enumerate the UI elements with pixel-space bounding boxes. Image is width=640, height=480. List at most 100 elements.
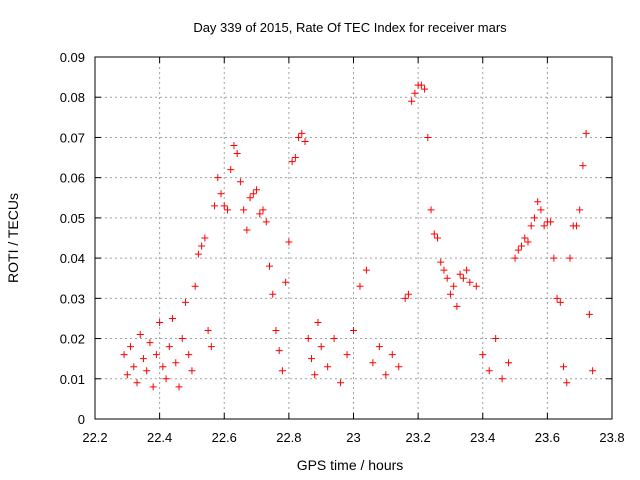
data-point [453, 302, 461, 310]
data-point [204, 327, 212, 335]
grid [95, 57, 612, 419]
data-point [149, 383, 157, 391]
data-point [518, 242, 526, 250]
data-point [550, 254, 558, 262]
data-point [547, 218, 555, 226]
data-point [165, 343, 173, 351]
data-point [181, 298, 189, 306]
x-tick-label: 23.4 [470, 430, 495, 445]
chart-title: Day 339 of 2015, Rate Of TEC Index for r… [193, 20, 507, 35]
data-point [437, 258, 445, 266]
data-point [246, 194, 254, 202]
data-point [298, 129, 306, 137]
data-point [324, 363, 332, 371]
data-point [560, 363, 568, 371]
data-points [120, 81, 597, 391]
data-point [256, 210, 264, 218]
data-point [188, 367, 196, 375]
data-point [401, 294, 409, 302]
data-point [369, 359, 377, 367]
data-point [450, 282, 458, 290]
data-point [446, 290, 454, 298]
data-point [220, 202, 228, 210]
data-point [172, 359, 180, 367]
x-tick-label: 23.6 [535, 430, 560, 445]
data-point [585, 310, 593, 318]
data-point [375, 343, 383, 351]
x-tick-label: 23.2 [405, 430, 430, 445]
x-axis-label: GPS time / hours [297, 457, 404, 473]
data-point [259, 206, 267, 214]
y-tick-label: 0 [78, 412, 85, 427]
data-point [362, 266, 370, 274]
data-point [556, 298, 564, 306]
data-point [311, 371, 319, 379]
data-point [123, 371, 131, 379]
data-point [282, 278, 290, 286]
data-point [382, 371, 390, 379]
data-point [443, 274, 451, 282]
data-point [285, 238, 293, 246]
data-point [278, 367, 286, 375]
data-point [262, 218, 270, 226]
data-point [330, 335, 338, 343]
data-point [207, 343, 215, 351]
data-point [139, 355, 147, 363]
x-tick-label: 22.4 [147, 430, 172, 445]
data-point [223, 206, 231, 214]
data-point [527, 222, 535, 230]
data-point [162, 375, 170, 383]
data-point [498, 375, 506, 383]
data-point [456, 270, 464, 278]
data-point [272, 327, 280, 335]
data-point [395, 363, 403, 371]
data-point [463, 266, 471, 274]
data-point [185, 351, 193, 359]
data-point [572, 222, 580, 230]
data-point [175, 383, 183, 391]
y-tick-label: 0.01 [60, 372, 85, 387]
data-point [511, 254, 519, 262]
data-point [485, 367, 493, 375]
data-point [130, 363, 138, 371]
y-tick-label: 0.05 [60, 211, 85, 226]
data-point [269, 290, 277, 298]
data-point [288, 158, 296, 166]
data-point [317, 343, 325, 351]
data-point [265, 262, 273, 270]
data-point [534, 198, 542, 206]
data-point [521, 234, 529, 242]
data-point [156, 318, 164, 326]
data-point [540, 222, 548, 230]
y-tick-label: 0.03 [60, 291, 85, 306]
data-point [143, 367, 151, 375]
data-point [191, 282, 199, 290]
data-point [424, 133, 432, 141]
data-point [408, 97, 416, 105]
data-point [291, 154, 299, 162]
x-tick-label: 23 [346, 430, 360, 445]
data-point [404, 290, 412, 298]
data-point [198, 242, 206, 250]
data-point [127, 343, 135, 351]
data-point [169, 314, 177, 322]
data-point [530, 214, 538, 222]
data-point [217, 190, 225, 198]
data-point [576, 206, 584, 214]
data-point [146, 339, 154, 347]
data-point [472, 282, 480, 290]
data-point [230, 141, 238, 149]
data-point [350, 327, 357, 335]
data-point [120, 351, 128, 359]
data-point [201, 234, 209, 242]
data-point [563, 379, 571, 387]
data-point [307, 355, 315, 363]
data-point [388, 351, 396, 359]
data-point [492, 335, 500, 343]
data-point [524, 238, 532, 246]
data-point [253, 186, 261, 194]
data-point [178, 335, 186, 343]
data-point [240, 206, 248, 214]
x-tick-label: 22.8 [276, 430, 301, 445]
